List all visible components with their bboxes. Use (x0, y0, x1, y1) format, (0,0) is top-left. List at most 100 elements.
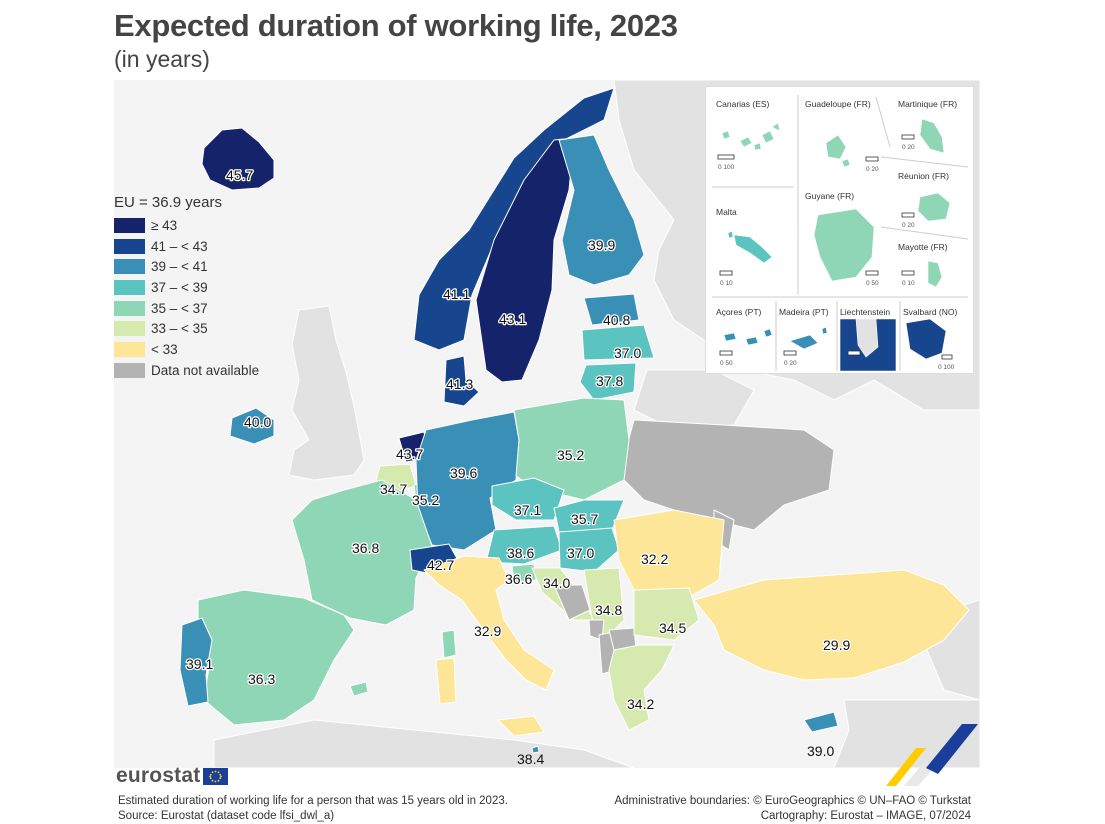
scale-malta: 0 10 (720, 280, 733, 287)
legend-swatch (114, 279, 145, 295)
north-africa-land (213, 719, 635, 768)
label-luxembourg: 35.2 (412, 492, 439, 508)
france-region (291, 479, 433, 626)
malta-shape (727, 230, 773, 264)
label-germany: 39.6 (450, 465, 477, 481)
romania-region (613, 509, 725, 601)
legend-swatch (114, 259, 145, 275)
legend-label: 35 – < 37 (151, 300, 208, 316)
corsica-region (441, 629, 457, 659)
inset-label-svalbard: Svalbard (NO) (903, 307, 957, 317)
label-bulgaria: 34.5 (659, 620, 686, 636)
footer-source: Source: Eurostat (dataset code lfsi_dwl_… (118, 810, 335, 822)
sweden-region (475, 137, 575, 383)
label-greece: 34.2 (627, 696, 654, 712)
spain-region (197, 589, 355, 726)
label-sweden: 43.1 (499, 311, 526, 327)
legend-row: 33 – < 35 (114, 318, 259, 339)
legend-row: ≥ 43 (114, 215, 259, 236)
label-hungary: 37.0 (567, 545, 594, 561)
malta-region (531, 745, 540, 754)
legend-row: 37 – < 39 (114, 277, 259, 298)
legend-row: 41 – < 43 (114, 236, 259, 257)
inset-dividers (712, 95, 969, 371)
legend-label: ≥ 43 (151, 217, 178, 233)
inset-label-canarias: Canarias (ES) (716, 99, 770, 109)
italy-region (423, 555, 555, 691)
label-finland: 39.9 (588, 237, 615, 253)
inset-maps: Canarias (ES) Guadeloupe (FR) Martinique… (712, 95, 969, 372)
label-denmark: 41.3 (446, 376, 473, 392)
inset-label-guadeloupe: Guadeloupe (FR) (805, 99, 871, 109)
label-lithuania: 37.8 (596, 373, 623, 389)
label-czechia: 37.1 (514, 502, 541, 518)
eurostat-logo: eurostat (116, 764, 229, 788)
austria-region (485, 525, 563, 565)
legend-label: 33 – < 35 (151, 321, 208, 337)
map-value-labels: 45.7 41.1 43.1 39.9 40.8 37.0 37.8 41.3 … (185, 166, 852, 767)
label-france: 36.8 (352, 540, 379, 556)
inset-label-malta: Malta (716, 207, 737, 217)
legend-label: Data not available (151, 362, 260, 378)
legend-label: < 33 (151, 341, 178, 357)
scale-svalbard: 0 100 (938, 364, 955, 371)
legend-row: 39 – < 41 (114, 256, 259, 277)
legend-eu-value: EU = 36.9 years (114, 194, 222, 211)
scale-martinique: 0 20 (902, 144, 915, 151)
label-switzerland: 42.7 (427, 557, 454, 573)
label-romania: 32.2 (641, 551, 668, 567)
eu-flag-icon (203, 767, 229, 785)
legend-swatch (114, 238, 145, 254)
acores-shape (723, 328, 773, 346)
uk-land (288, 305, 365, 481)
scale-reunion: 0 20 (902, 222, 915, 229)
legend-label: 41 – < 43 (151, 238, 208, 254)
czechia-region (491, 477, 565, 521)
logo-wordmark: eurostat (116, 764, 201, 787)
label-croatia: 34.0 (543, 575, 570, 591)
legend-swatch (114, 300, 145, 316)
denmark-region (443, 355, 480, 407)
label-netherlands: 43.7 (396, 446, 423, 462)
poland-region (513, 397, 630, 501)
slovakia-region (553, 499, 625, 533)
bulgaria-region (633, 587, 700, 641)
label-spain: 36.3 (248, 671, 275, 687)
scale-guadeloupe: 0 20 (866, 166, 879, 173)
inset-panel: Canarias (ES) Guadeloupe (FR) Martinique… (705, 86, 974, 374)
inset-label-acores: Açores (PT) (716, 307, 762, 317)
sicily-region (497, 715, 545, 737)
label-iceland: 45.7 (226, 167, 253, 183)
label-slovenia: 36.6 (505, 571, 532, 587)
legend-swatch (114, 217, 145, 233)
inset-label-madeira: Madeira (PT) (779, 307, 829, 317)
cyprus-region (803, 711, 839, 733)
liechtenstein-detail (855, 318, 879, 358)
map-title: Expected duration of working life, 2023 (114, 8, 678, 43)
greece-region (608, 644, 675, 731)
label-austria: 38.6 (507, 545, 534, 561)
ukraine-region (618, 419, 835, 531)
inset-label-guyane: Guyane (FR) (805, 191, 854, 201)
scale-madeira: 0 20 (784, 360, 797, 367)
label-norway: 41.1 (443, 286, 470, 302)
legend-swatch (114, 321, 145, 337)
corner-decoration-icon (886, 724, 978, 786)
legend-row: Data not available (114, 360, 259, 381)
legend-label: 37 – < 39 (151, 279, 208, 295)
label-latvia: 37.0 (614, 345, 641, 361)
svalbard-shape (905, 318, 947, 360)
portugal-region (179, 617, 213, 707)
finland-region (558, 134, 645, 286)
scale-mayotte: 0 10 (902, 280, 915, 287)
label-portugal: 39.1 (186, 656, 213, 672)
scale-canarias: 0 100 (718, 164, 735, 171)
hungary-region (558, 527, 620, 573)
madeira-shape (789, 326, 828, 350)
footer-credits: Administrative boundaries: © EuroGeograp… (614, 794, 971, 824)
map-subtitle: (in years) (114, 46, 210, 72)
scale-acores: 0 50 (720, 360, 733, 367)
inset-scales: 0 100 0 20 0 20 0 20 0 10 0 50 0 10 0 50… (717, 134, 955, 371)
countries (179, 87, 970, 754)
footer-note: Estimated duration of working life for a… (118, 795, 508, 807)
